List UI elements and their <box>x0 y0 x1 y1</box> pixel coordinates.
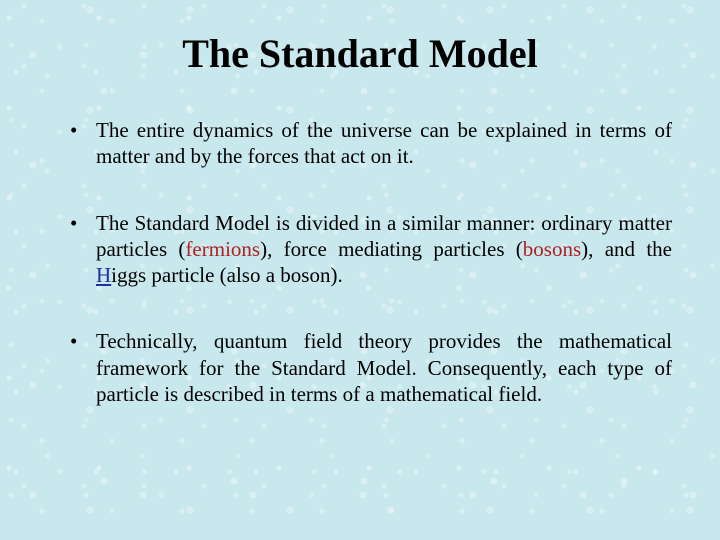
bullet-text: Technically, quantum field theory provid… <box>96 329 672 406</box>
bullet-item: The entire dynamics of the universe can … <box>76 117 672 170</box>
bullet-item: The Standard Model is divided in a simil… <box>76 210 672 289</box>
slide: The Standard Model The entire dynamics o… <box>0 0 720 540</box>
bullet-text-part: ), force mediating particles ( <box>260 237 523 261</box>
higgs-h-link[interactable]: H <box>96 263 111 287</box>
bullet-list: The entire dynamics of the universe can … <box>48 117 672 407</box>
bullet-text: The entire dynamics of the universe can … <box>96 118 672 168</box>
term-fermions: fermions <box>185 237 260 261</box>
slide-title: The Standard Model <box>48 30 672 77</box>
bullet-text-part: ), and the <box>581 237 672 261</box>
bullet-item: Technically, quantum field theory provid… <box>76 328 672 407</box>
term-bosons: bosons <box>523 237 581 261</box>
bullet-text-part: iggs particle (also a boson). <box>111 263 343 287</box>
